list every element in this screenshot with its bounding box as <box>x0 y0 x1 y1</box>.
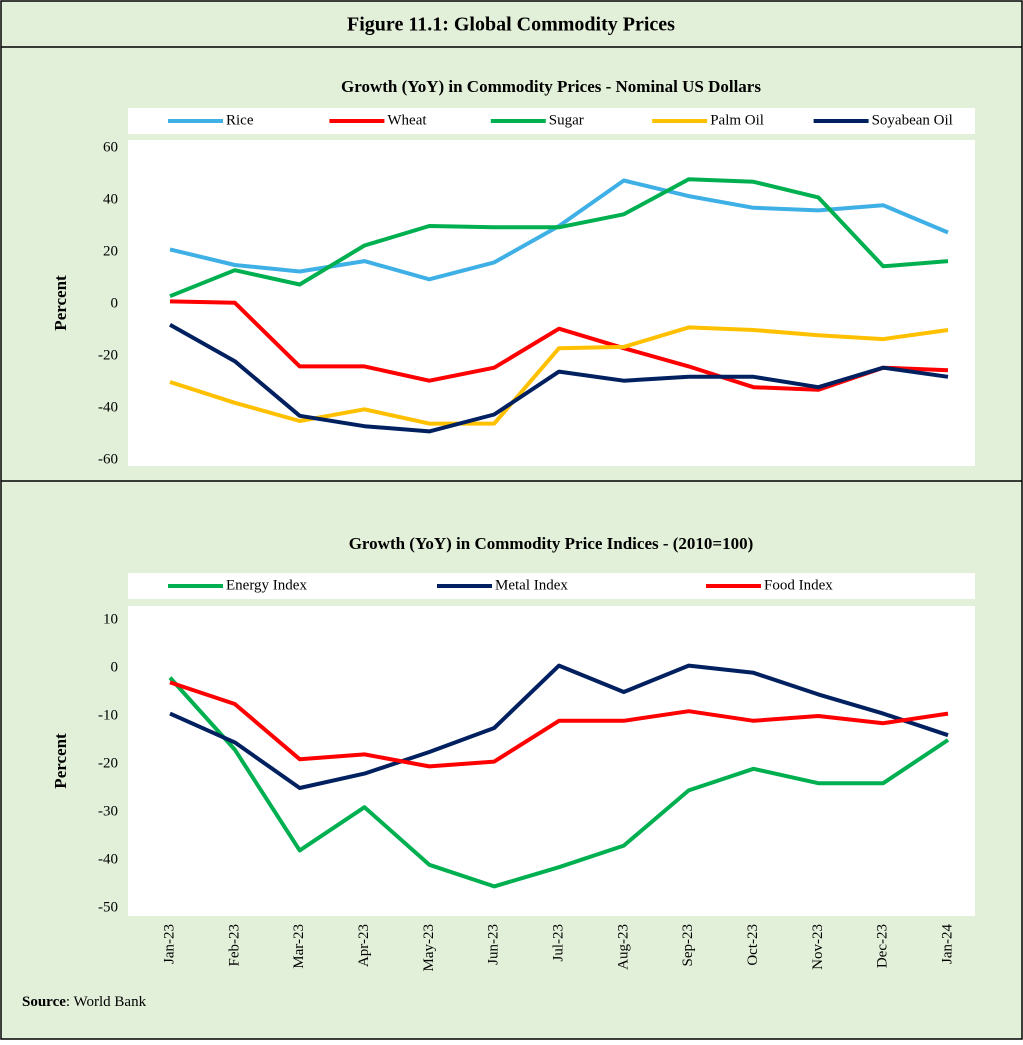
series-line <box>169 325 949 426</box>
legend-label: Sugar <box>549 112 584 128</box>
y-axis-label: Percent <box>51 275 70 331</box>
legend-label: Wheat <box>387 112 427 128</box>
legend-label: Palm Oil <box>710 112 764 128</box>
y-tick-label: -30 <box>98 803 118 819</box>
series-line <box>169 177 949 299</box>
y-tick-label: -40 <box>98 399 118 415</box>
chart-title: Growth (YoY) in Commodity Prices - Nomin… <box>341 77 761 96</box>
x-tick-label: Jul-23 <box>550 924 566 962</box>
y-tick-label: -20 <box>98 347 118 363</box>
x-tick-label: Feb-23 <box>226 924 242 967</box>
x-tick-label: Sep-23 <box>680 924 696 967</box>
legend-label: Metal Index <box>495 577 568 593</box>
y-tick-label: 20 <box>103 243 118 259</box>
figure-title: Figure 11.1: Global Commodity Prices <box>347 14 675 36</box>
legend-label: Rice <box>226 112 254 128</box>
y-axis-label: Percent <box>51 733 70 789</box>
legend-box <box>128 573 975 599</box>
chart-title: Growth (YoY) in Commodity Price Indices … <box>349 534 754 553</box>
y-tick-label: -20 <box>98 755 118 771</box>
x-tick-label: Dec-23 <box>875 924 891 968</box>
x-tick-label: Oct-23 <box>745 924 761 966</box>
legend-label: Energy Index <box>226 577 307 593</box>
series-line <box>169 680 949 769</box>
x-tick-label: Apr-23 <box>356 924 372 967</box>
source-label: Source <box>22 994 66 1010</box>
y-tick-label: 0 <box>111 295 119 311</box>
legend-label: Soyabean Oil <box>872 112 953 128</box>
y-tick-label: 40 <box>103 191 118 207</box>
series-line <box>169 663 949 790</box>
plot-area <box>128 140 975 466</box>
y-tick-label: -40 <box>98 851 118 867</box>
source: Source: World Bank <box>22 994 147 1010</box>
y-tick-label: 10 <box>103 611 118 627</box>
y-tick-label: -60 <box>98 451 118 467</box>
legend-label: Food Index <box>764 577 833 593</box>
x-tick-label: Aug-23 <box>615 924 631 970</box>
y-tick-label: -10 <box>98 707 118 723</box>
series-line <box>169 323 949 434</box>
series-line <box>168 676 950 889</box>
x-tick-label: Jun-23 <box>486 924 502 965</box>
series-line <box>169 299 949 392</box>
y-tick-label: -50 <box>98 899 118 915</box>
plot-area <box>128 606 975 916</box>
x-tick-label: May-23 <box>421 924 437 972</box>
x-tick-label: Mar-23 <box>291 924 307 969</box>
y-tick-label: 60 <box>103 139 118 155</box>
x-tick-label: Nov-23 <box>810 924 826 970</box>
x-tick-label: Jan-24 <box>939 924 955 964</box>
source-text: : World Bank <box>66 994 147 1010</box>
y-tick-label: 0 <box>111 659 119 675</box>
x-tick-label: Jan-23 <box>161 924 177 964</box>
